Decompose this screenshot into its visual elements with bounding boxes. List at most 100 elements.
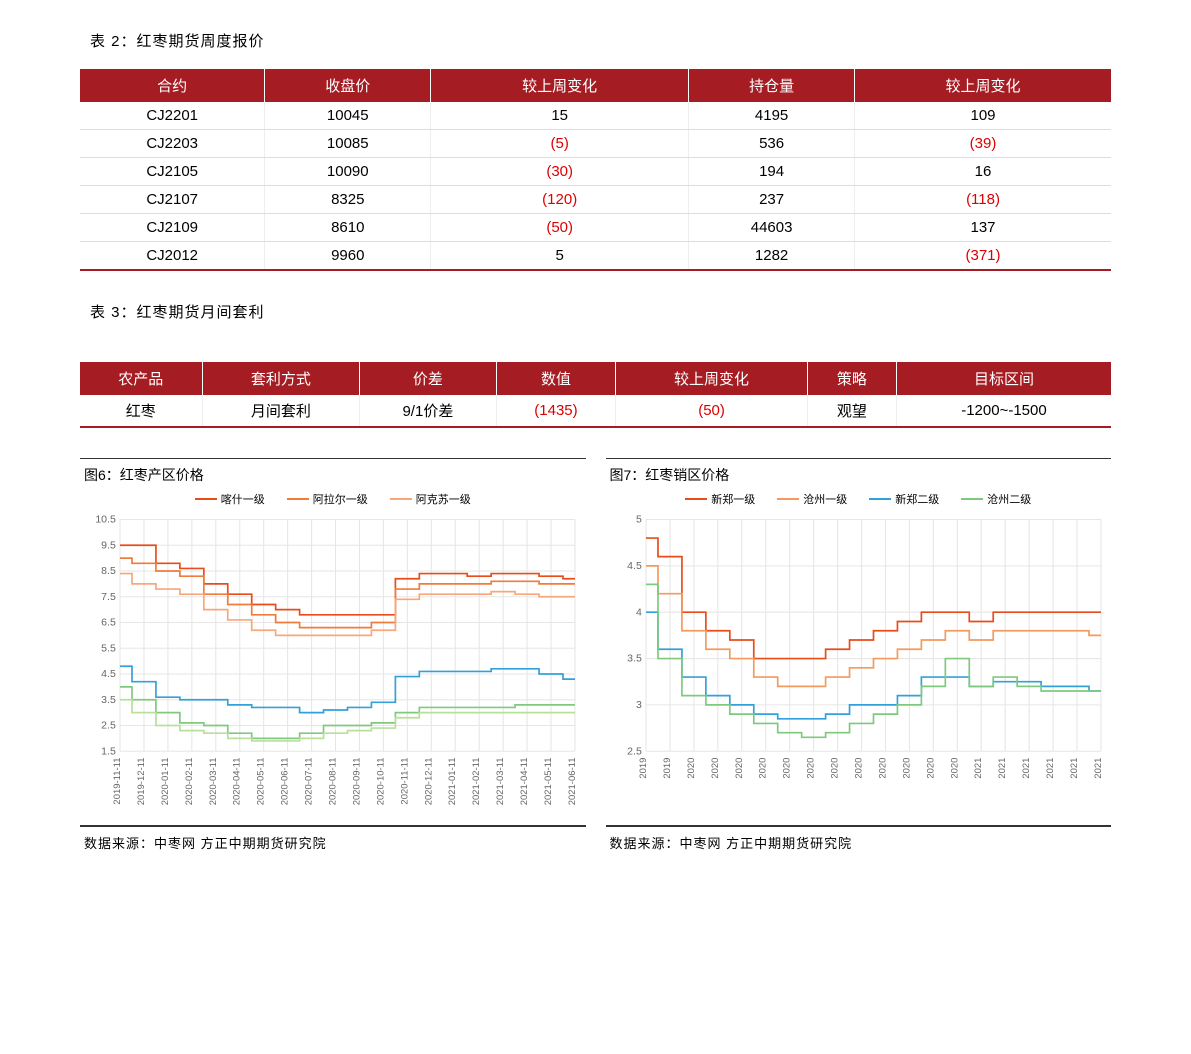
legend-label: 新郑一级 bbox=[711, 491, 755, 507]
table-cell: 10045 bbox=[265, 102, 431, 130]
table-row: CJ2012996051282(371) bbox=[80, 242, 1111, 271]
table-cell: 237 bbox=[689, 186, 855, 214]
table-cell: (50) bbox=[616, 395, 808, 427]
table-row: CJ21078325(120)237(118) bbox=[80, 186, 1111, 214]
svg-text:2020: 2020 bbox=[925, 758, 936, 779]
legend-label: 阿拉尔一级 bbox=[313, 491, 368, 507]
legend-swatch bbox=[390, 498, 412, 500]
svg-text:2020: 2020 bbox=[709, 758, 720, 779]
svg-text:2019: 2019 bbox=[661, 758, 672, 779]
table-cell: 9/1价差 bbox=[360, 395, 497, 427]
svg-text:2019: 2019 bbox=[638, 758, 649, 779]
svg-text:2020: 2020 bbox=[733, 758, 744, 779]
table-row: 红枣月间套利9/1价差(1435)(50)观望-1200~-1500 bbox=[80, 395, 1111, 427]
svg-text:2021-01-11: 2021-01-11 bbox=[447, 758, 458, 806]
svg-text:2021-02-11: 2021-02-11 bbox=[471, 758, 482, 806]
table-cell: (39) bbox=[855, 130, 1111, 158]
table-header: 较上周变化 bbox=[855, 69, 1111, 102]
legend-swatch bbox=[869, 498, 891, 500]
table-header: 价差 bbox=[360, 362, 497, 395]
table-cell: 10090 bbox=[265, 158, 431, 186]
table-cell: CJ2109 bbox=[80, 214, 265, 242]
chart6-box: 图6：红枣产区价格 喀什一级阿拉尔一级阿克苏一级 1.52.53.54.55.5… bbox=[80, 458, 586, 826]
legend-item: 喀什一级 bbox=[195, 491, 265, 507]
svg-text:2020-04-11: 2020-04-11 bbox=[232, 758, 243, 806]
svg-text:2021: 2021 bbox=[973, 758, 984, 779]
table-row: CJ220110045154195109 bbox=[80, 102, 1111, 130]
table-row: CJ210510090(30)19416 bbox=[80, 158, 1111, 186]
table-header: 合约 bbox=[80, 69, 265, 102]
legend-label: 阿克苏一级 bbox=[416, 491, 471, 507]
svg-text:4.5: 4.5 bbox=[627, 560, 642, 572]
table-cell: (5) bbox=[431, 130, 689, 158]
table-cell: 109 bbox=[855, 102, 1111, 130]
legend-item: 沧州一级 bbox=[777, 491, 847, 507]
svg-text:2.5: 2.5 bbox=[101, 720, 116, 732]
svg-text:2019-12-11: 2019-12-11 bbox=[136, 758, 147, 806]
table-cell: 194 bbox=[689, 158, 855, 186]
table-cell: 10085 bbox=[265, 130, 431, 158]
table-cell: 观望 bbox=[807, 395, 896, 427]
table-header: 数值 bbox=[496, 362, 615, 395]
legend-label: 沧州二级 bbox=[987, 491, 1031, 507]
legend-swatch bbox=[195, 498, 217, 500]
table-cell: CJ2107 bbox=[80, 186, 265, 214]
svg-text:6.5: 6.5 bbox=[101, 617, 116, 629]
table-cell: (30) bbox=[431, 158, 689, 186]
legend-item: 新郑一级 bbox=[685, 491, 755, 507]
table-row: CJ220310085(5)536(39) bbox=[80, 130, 1111, 158]
legend-label: 沧州一级 bbox=[803, 491, 847, 507]
legend-swatch bbox=[685, 498, 707, 500]
table-cell: (120) bbox=[431, 186, 689, 214]
svg-text:2021: 2021 bbox=[1021, 758, 1032, 779]
table-header: 目标区间 bbox=[896, 362, 1111, 395]
svg-text:4.5: 4.5 bbox=[101, 668, 116, 680]
table-cell: 5 bbox=[431, 242, 689, 271]
svg-text:2020-05-11: 2020-05-11 bbox=[256, 758, 267, 806]
chart7-title: 图7：红枣销区价格 bbox=[606, 459, 1112, 485]
table-cell: 137 bbox=[855, 214, 1111, 242]
svg-text:2020-01-11: 2020-01-11 bbox=[160, 758, 171, 806]
table-cell: 1282 bbox=[689, 242, 855, 271]
svg-text:5: 5 bbox=[635, 514, 641, 526]
svg-text:2020: 2020 bbox=[781, 758, 792, 779]
table-cell: 44603 bbox=[689, 214, 855, 242]
table-header: 较上周变化 bbox=[431, 69, 689, 102]
svg-text:5.5: 5.5 bbox=[101, 642, 116, 654]
chart6-legend: 喀什一级 阿拉尔一级 阿克苏一级 bbox=[80, 485, 586, 509]
table-row: CJ21098610(50)44603137 bbox=[80, 214, 1111, 242]
table-cell: 红枣 bbox=[80, 395, 202, 427]
svg-text:2021: 2021 bbox=[1045, 758, 1056, 779]
table2-caption: 表 2：红枣期货周度报价 bbox=[90, 30, 1111, 51]
svg-text:2020-12-11: 2020-12-11 bbox=[423, 758, 434, 806]
svg-text:2020: 2020 bbox=[877, 758, 888, 779]
table-cell: 8325 bbox=[265, 186, 431, 214]
svg-text:2020-10-11: 2020-10-11 bbox=[375, 758, 386, 806]
legend-item: 阿拉尔一级 bbox=[287, 491, 368, 507]
legend-label: 新郑二级 bbox=[895, 491, 939, 507]
table-cell: 536 bbox=[689, 130, 855, 158]
table-header: 持仓量 bbox=[689, 69, 855, 102]
table-cell: 9960 bbox=[265, 242, 431, 271]
table-header: 套利方式 bbox=[202, 362, 359, 395]
chart7-legend: 新郑一级 沧州一级 新郑二级 沧州二级 bbox=[606, 485, 1112, 509]
table3-caption: 表 3：红枣期货月间套利 bbox=[90, 301, 1111, 322]
svg-text:2021: 2021 bbox=[997, 758, 1008, 779]
table-header: 农产品 bbox=[80, 362, 202, 395]
svg-text:8.5: 8.5 bbox=[101, 565, 116, 577]
chart6-source: 数据来源：中枣网 方正中期期货研究院 bbox=[80, 826, 586, 858]
svg-text:2020: 2020 bbox=[805, 758, 816, 779]
svg-text:2021-03-11: 2021-03-11 bbox=[495, 758, 506, 806]
table-cell: 4195 bbox=[689, 102, 855, 130]
legend-label: 喀什一级 bbox=[221, 491, 265, 507]
svg-text:4: 4 bbox=[635, 606, 641, 618]
table-header: 较上周变化 bbox=[616, 362, 808, 395]
svg-text:2021-04-11: 2021-04-11 bbox=[519, 758, 530, 806]
table-header: 收盘价 bbox=[265, 69, 431, 102]
table-cell: CJ2201 bbox=[80, 102, 265, 130]
svg-text:3.5: 3.5 bbox=[101, 694, 116, 706]
svg-text:2020-11-11: 2020-11-11 bbox=[399, 758, 410, 805]
table3: 农产品套利方式价差数值较上周变化策略目标区间 红枣月间套利9/1价差(1435)… bbox=[80, 362, 1111, 428]
table-cell: CJ2203 bbox=[80, 130, 265, 158]
table-cell: (371) bbox=[855, 242, 1111, 271]
